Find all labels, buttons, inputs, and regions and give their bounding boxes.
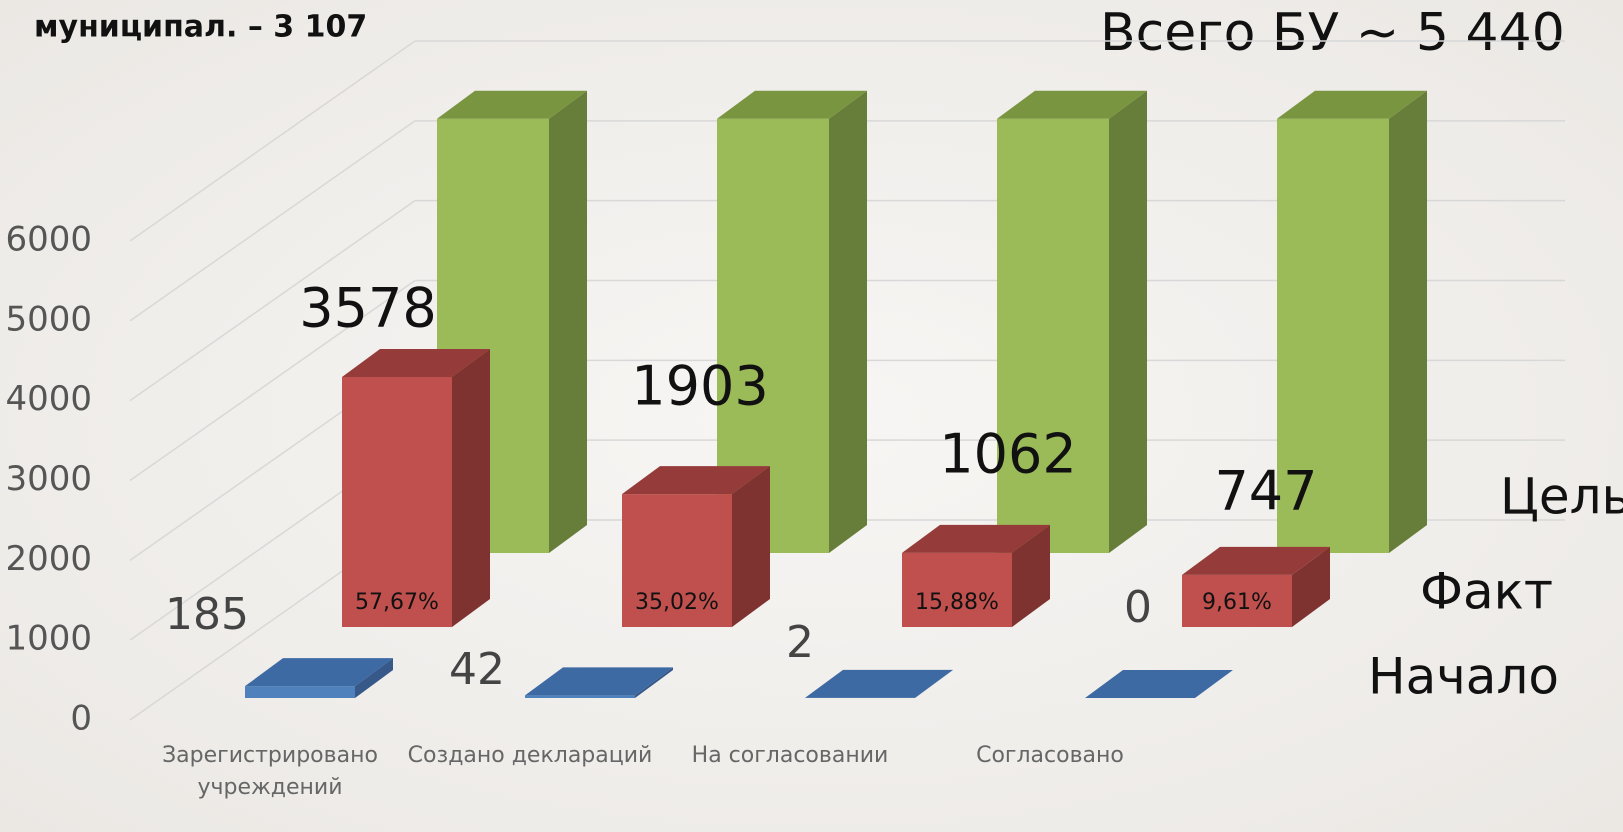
y-tick-label: 2000 bbox=[5, 539, 92, 579]
bar-top bbox=[717, 90, 867, 119]
data-label: 0 bbox=[1124, 582, 1152, 633]
bar-side bbox=[1012, 524, 1050, 627]
bar-top bbox=[1277, 90, 1427, 119]
bar bbox=[805, 669, 953, 698]
bar bbox=[245, 658, 393, 698]
grid-line bbox=[129, 200, 416, 402]
bar-top bbox=[622, 466, 770, 495]
bar-top bbox=[1085, 670, 1233, 698]
bar bbox=[342, 349, 490, 627]
x-tick-label: Согласовано bbox=[976, 743, 1124, 768]
bar bbox=[902, 524, 1050, 627]
x-tick-label: Создано деклараций bbox=[407, 743, 653, 768]
bar bbox=[717, 90, 867, 553]
share-label: 35,02% bbox=[635, 590, 719, 615]
bar-side bbox=[1109, 90, 1147, 553]
bar-side bbox=[1389, 90, 1427, 553]
bar-side bbox=[355, 658, 393, 698]
y-tick-label: 5000 bbox=[5, 299, 92, 339]
bar-top bbox=[245, 658, 393, 687]
y-tick-label: 3000 bbox=[5, 459, 92, 499]
legend-label: Цель bbox=[1500, 468, 1623, 526]
bar-side bbox=[1292, 546, 1330, 627]
bar-front bbox=[525, 695, 635, 698]
bar-side bbox=[915, 669, 953, 698]
bar-top bbox=[1182, 546, 1330, 575]
legend-label: Начало bbox=[1368, 648, 1559, 706]
bar-front bbox=[902, 552, 1012, 627]
grid-line bbox=[129, 40, 416, 242]
bar-side bbox=[452, 349, 490, 627]
bar-front bbox=[1182, 574, 1292, 627]
y-tick-label: 0 bbox=[70, 699, 92, 739]
bar-front bbox=[245, 686, 355, 698]
bar-top bbox=[902, 524, 1050, 553]
share-label: 57,67% bbox=[355, 590, 439, 615]
bar bbox=[997, 90, 1147, 553]
share-label: 9,61% bbox=[1202, 590, 1272, 615]
y-tick-label: 1000 bbox=[5, 619, 92, 659]
grid-line bbox=[129, 120, 416, 322]
data-label: 1062 bbox=[939, 423, 1076, 486]
bar-front bbox=[997, 118, 1109, 553]
bar-side bbox=[732, 466, 770, 627]
bar-front bbox=[342, 377, 452, 627]
bar-top bbox=[342, 349, 490, 378]
bar bbox=[1182, 546, 1330, 627]
bar-top bbox=[805, 669, 953, 698]
bar-top bbox=[525, 667, 673, 696]
data-label: 2 bbox=[786, 617, 814, 668]
data-label: 747 bbox=[1214, 460, 1317, 523]
chart-title: Всего БУ ~ 5 440 bbox=[1100, 3, 1565, 63]
data-label: 42 bbox=[449, 644, 505, 695]
share-label: 15,88% bbox=[915, 590, 999, 615]
data-label: 3578 bbox=[299, 277, 436, 340]
bar-front bbox=[622, 494, 732, 627]
bar-front bbox=[717, 118, 829, 553]
subtitle: муниципал. – 3 107 bbox=[34, 10, 367, 45]
bar-top bbox=[997, 90, 1147, 119]
bar-front bbox=[1277, 118, 1389, 553]
y-tick-label: 6000 bbox=[5, 220, 92, 260]
bar-side bbox=[635, 667, 673, 698]
data-label: 185 bbox=[165, 589, 249, 640]
bar-top bbox=[437, 90, 587, 119]
legend-label: Факт bbox=[1420, 563, 1553, 621]
bar bbox=[525, 667, 673, 698]
data-label: 1903 bbox=[631, 355, 768, 418]
bar bbox=[1277, 90, 1427, 553]
grid-line bbox=[129, 279, 416, 482]
bar-side bbox=[549, 90, 587, 553]
x-tick-label: На согласовании bbox=[691, 743, 889, 768]
bar bbox=[622, 466, 770, 627]
bar-side bbox=[829, 90, 867, 553]
bar bbox=[1085, 670, 1233, 698]
y-tick-label: 4000 bbox=[5, 379, 92, 419]
x-tick-label: Зарегистрировано учреждений bbox=[162, 743, 378, 800]
